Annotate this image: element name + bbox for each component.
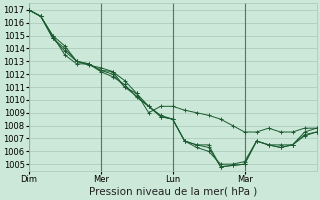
X-axis label: Pression niveau de la mer( hPa ): Pression niveau de la mer( hPa ) <box>89 187 257 197</box>
